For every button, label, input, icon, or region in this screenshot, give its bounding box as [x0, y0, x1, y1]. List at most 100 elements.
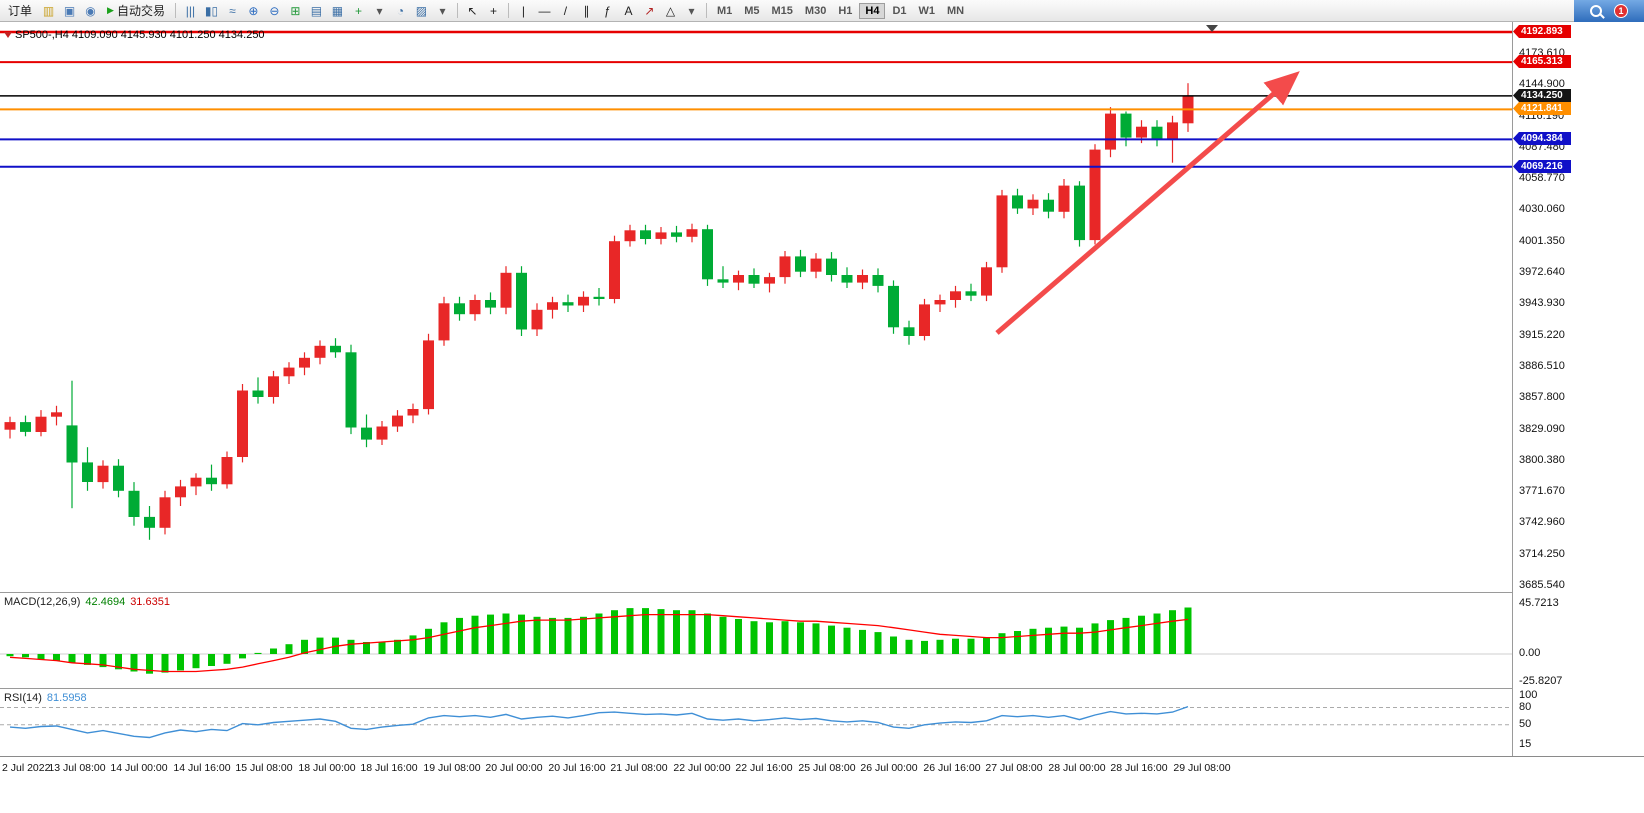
- cascade-windows-icon[interactable]: ▤: [310, 3, 323, 18]
- timeframe-d1-button[interactable]: D1: [892, 4, 907, 17]
- candlestick-chart-icon[interactable]: ▮▯: [204, 3, 219, 18]
- indicators-icon[interactable]: +: [354, 3, 362, 18]
- auto-arrange-icon[interactable]: ▦: [331, 3, 344, 18]
- time-axis-label: 2 Jul 2022: [2, 762, 51, 774]
- main-chart-canvas[interactable]: [0, 22, 1512, 592]
- macd-histogram-bar: [673, 610, 680, 654]
- bear-candle-body: [1074, 185, 1085, 241]
- order-button[interactable]: 订单: [2, 2, 38, 20]
- bull-candle-body: [1058, 185, 1070, 212]
- macd-histogram-bar: [301, 639, 308, 654]
- timeframe-m5-button[interactable]: M5: [744, 4, 760, 17]
- macd-axis-label: 45.7213: [1519, 597, 1559, 609]
- new-order-icon[interactable]: ▥: [42, 3, 55, 18]
- price-axis-label: 3771.670: [1519, 485, 1565, 497]
- timeframe-w1-button[interactable]: W1: [918, 4, 936, 17]
- timeframe-mn-button[interactable]: MN: [947, 4, 965, 17]
- arrows-icon[interactable]: ↗: [644, 3, 655, 18]
- price-level-badge[interactable]: 4069.216: [1513, 160, 1571, 173]
- price-level-badge[interactable]: 4094.384: [1513, 132, 1571, 145]
- macd-histogram-bar: [1107, 620, 1114, 654]
- price-axis-label: 3829.090: [1519, 423, 1565, 435]
- macd-histogram-bar: [998, 633, 1006, 654]
- community-icon[interactable]: ◉: [85, 3, 96, 18]
- bull-candle-body: [531, 309, 543, 330]
- bear-candle-body: [717, 279, 729, 283]
- bear-candle-body: [1151, 126, 1163, 140]
- tile-windows-icon[interactable]: ⊞: [290, 3, 301, 18]
- rsi-axis-label: 50: [1519, 718, 1532, 730]
- shapes-icon[interactable]: △: [665, 3, 676, 18]
- vertical-line-icon[interactable]: |: [521, 3, 526, 18]
- macd-histogram-bar: [580, 616, 587, 654]
- cursor-icon[interactable]: ↖: [467, 3, 478, 18]
- price-level-badge[interactable]: 4121.841: [1513, 102, 1571, 115]
- bull-candle-body: [423, 340, 434, 410]
- macd-histogram-bar: [487, 614, 494, 654]
- bull-candle-body: [159, 497, 171, 528]
- timeframe-m30-button[interactable]: M30: [804, 4, 827, 17]
- bear-candle-body: [888, 285, 899, 328]
- macd-histogram-bar: [208, 654, 215, 666]
- macd-histogram-bar: [905, 639, 913, 654]
- price-axis-label: 3685.540: [1519, 579, 1565, 591]
- rsi-value: 81.5958: [46, 692, 87, 704]
- price-level-badge[interactable]: 4165.313: [1513, 55, 1571, 68]
- bear-candle-body: [872, 275, 884, 286]
- autotrading-button[interactable]: ▶ 自动交易: [101, 2, 171, 20]
- macd-canvas[interactable]: [0, 593, 1512, 689]
- time-axis-label: 20 Jul 00:00: [485, 762, 543, 774]
- rsi-canvas[interactable]: [0, 689, 1512, 757]
- equidistant-channel-icon[interactable]: ∥: [583, 3, 590, 18]
- macd-histogram-bar: [1153, 613, 1161, 654]
- bull-candle-body: [578, 296, 589, 306]
- trend-arrow-annotation[interactable]: [995, 71, 1300, 335]
- time-axis[interactable]: 2 Jul 2022 13 Jul 08:00 14 Jul 00:00 14 Jul…: [0, 756, 1644, 781]
- time-axis-label: 27 Jul 08:00: [985, 762, 1043, 774]
- notification-badge[interactable]: 1: [1614, 4, 1628, 18]
- bear-candle-body: [748, 275, 760, 284]
- chart-shift-marker[interactable]: [1206, 25, 1218, 32]
- timeframe-h4-button[interactable]: H4: [859, 2, 886, 19]
- shapes-caret-icon[interactable]: ▾: [688, 3, 695, 18]
- zoom-in-icon[interactable]: ⊕: [248, 3, 259, 18]
- macd-histogram-bar: [735, 619, 742, 654]
- price-axis-label: 3972.640: [1519, 266, 1565, 278]
- templates-caret-icon[interactable]: ▾: [439, 3, 446, 18]
- macd-histogram-bar: [657, 609, 665, 654]
- macd-histogram-bar: [146, 654, 153, 674]
- macd-main-value: 42.4694: [85, 596, 126, 608]
- bear-candle-body: [252, 390, 264, 397]
- macd-histogram-bar: [828, 625, 835, 654]
- chart-window-icon[interactable]: ▣: [63, 3, 76, 18]
- line-chart-icon[interactable]: ≈: [229, 3, 236, 18]
- price-level-badge[interactable]: 4192.893: [1513, 25, 1571, 38]
- macd-histogram-bar: [471, 615, 479, 654]
- autotrading-button-label: 自动交易: [116, 4, 165, 18]
- fibonacci-icon[interactable]: ƒ: [604, 3, 611, 18]
- bull-candle-body: [237, 390, 248, 457]
- macd-histogram-bar: [1122, 617, 1130, 654]
- macd-histogram-bar: [1076, 627, 1083, 654]
- timeframe-m1-button[interactable]: M1: [716, 4, 733, 17]
- price-axis[interactable]: 4173.610 4144.900 4116.190 4087.480 4058.770…: [1512, 22, 1644, 756]
- text-label-icon[interactable]: A: [624, 3, 633, 18]
- timeframe-h1-button[interactable]: H1: [838, 4, 853, 17]
- rsi-axis-label: 80: [1519, 701, 1532, 713]
- macd-axis-label: 0.00: [1519, 647, 1541, 659]
- toolbar: 订单 ▥ ▣ ◉ ▶ 自动交易 ||| ▮▯ ≈ ⊕ ⊖ ⊞ ▤ ▦ + ▾ ◔ ▨ ▾ ↖ + | — / ∥ ƒ A ↗ △ ▾ M1 M…: [0, 0, 1644, 22]
- timeframes-icon[interactable]: ◔: [396, 3, 405, 18]
- indicators-caret-icon[interactable]: ▾: [376, 3, 383, 18]
- timeframe-m15-button[interactable]: M15: [771, 4, 793, 17]
- macd-histogram-bar: [1091, 623, 1099, 654]
- bar-chart-icon[interactable]: |||: [185, 3, 196, 18]
- search-icon[interactable]: [1590, 5, 1602, 17]
- crosshair-icon[interactable]: +: [489, 3, 497, 18]
- macd-histogram-bar: [6, 654, 14, 657]
- rsi-name: RSI(14): [4, 692, 42, 704]
- zoom-out-icon[interactable]: ⊖: [269, 3, 280, 18]
- templates-icon[interactable]: ▨: [415, 3, 428, 18]
- horizontal-line-icon[interactable]: —: [538, 3, 551, 18]
- trendline-icon[interactable]: /: [563, 3, 568, 18]
- price-level-badge[interactable]: 4134.250: [1513, 89, 1571, 102]
